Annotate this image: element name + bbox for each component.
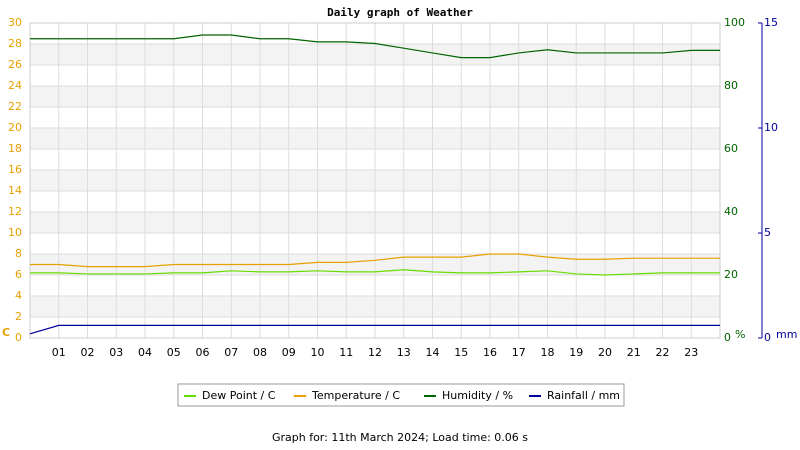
y3-tick-label: 5: [764, 226, 771, 239]
y2-tick-label: 80: [724, 79, 738, 92]
series-line: [30, 253, 720, 268]
y-unit-label: C: [2, 326, 10, 339]
x-tick-label: 03: [109, 346, 123, 359]
y-tick-label: 28: [8, 37, 22, 50]
x-tick-label: 20: [598, 346, 612, 359]
y-tick-label: 20: [8, 121, 22, 134]
series-line: [30, 269, 720, 276]
y2-tick-label: 0: [724, 331, 731, 344]
y-tick-label: 22: [8, 100, 22, 113]
legend-label: Rainfall / mm: [547, 389, 620, 402]
x-tick-label: 12: [368, 346, 382, 359]
y-tick-label: 4: [15, 289, 22, 302]
legend-label: Humidity / %: [442, 389, 513, 402]
y-tick-label: 14: [8, 184, 22, 197]
x-tick-label: 22: [656, 346, 670, 359]
y2-tick-label: 60: [724, 142, 738, 155]
x-tick-label: 11: [339, 346, 353, 359]
legend-label: Dew Point / C: [202, 389, 276, 402]
y3-tick-label: 10: [764, 121, 778, 134]
y-tick-label: 6: [15, 268, 22, 281]
x-tick-label: 18: [541, 346, 555, 359]
legend-label: Temperature / C: [311, 389, 400, 402]
y3-unit-label: mm: [776, 328, 797, 341]
y-tick-label: 30: [8, 16, 22, 29]
y2-unit-label: %: [735, 328, 745, 341]
y3-tick-label: 0: [764, 331, 771, 344]
x-tick-label: 23: [684, 346, 698, 359]
y3-tick-label: 15: [764, 16, 778, 29]
x-tick-label: 21: [627, 346, 641, 359]
y-tick-label: 10: [8, 226, 22, 239]
y2-tick-label: 20: [724, 268, 738, 281]
x-tick-label: 10: [311, 346, 325, 359]
x-tick-label: 06: [196, 346, 210, 359]
y-tick-label: 12: [8, 205, 22, 218]
legend-box: [177, 383, 625, 407]
y-tick-label: 0: [15, 331, 22, 344]
x-tick-label: 16: [483, 346, 497, 359]
x-tick-label: 08: [253, 346, 267, 359]
plot-frame: [29, 22, 721, 339]
x-tick-label: 14: [426, 346, 440, 359]
y-tick-label: 24: [8, 79, 22, 92]
legend: Dew Point / C Temperature / C Humidity / %…: [177, 383, 625, 407]
series-line: [29, 324, 720, 335]
y-tick-label: 18: [8, 142, 22, 155]
x-tick-label: 04: [138, 346, 152, 359]
footer: Graph for: 11th March 2024; Load time: 0…: [272, 431, 528, 444]
series-line: [30, 34, 720, 59]
x-tick-label: 13: [397, 346, 411, 359]
y2-tick-label: 100: [724, 16, 745, 29]
y-tick-label: 26: [8, 58, 22, 71]
x-tick-label: 01: [52, 346, 66, 359]
x-tick-label: 15: [454, 346, 468, 359]
y2-tick-label: 40: [724, 205, 738, 218]
x-tick-label: 09: [282, 346, 296, 359]
x-tick-label: 19: [569, 346, 583, 359]
chart-title: Daily graph of Weather: [327, 6, 473, 19]
x-tick-label: 05: [167, 346, 181, 359]
x-tick-label: 07: [224, 346, 238, 359]
y-tick-label: 8: [15, 247, 22, 260]
y-tick-label: 2: [15, 310, 22, 323]
x-tick-label: 17: [512, 346, 526, 359]
x-tick-label: 02: [81, 346, 95, 359]
y-tick-label: 16: [8, 163, 22, 176]
